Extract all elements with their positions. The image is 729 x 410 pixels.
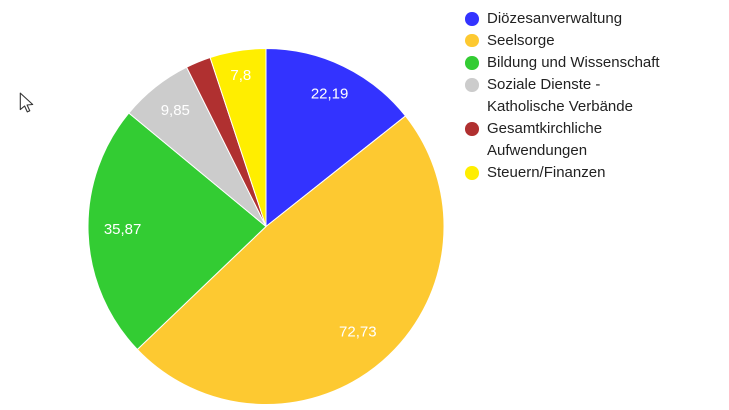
svg-text:7,8: 7,8 <box>230 67 251 84</box>
svg-text:72,73: 72,73 <box>339 324 377 341</box>
svg-text:35,87: 35,87 <box>104 221 142 238</box>
svg-text:22,19: 22,19 <box>311 86 349 103</box>
svg-text:9,85: 9,85 <box>161 102 190 119</box>
